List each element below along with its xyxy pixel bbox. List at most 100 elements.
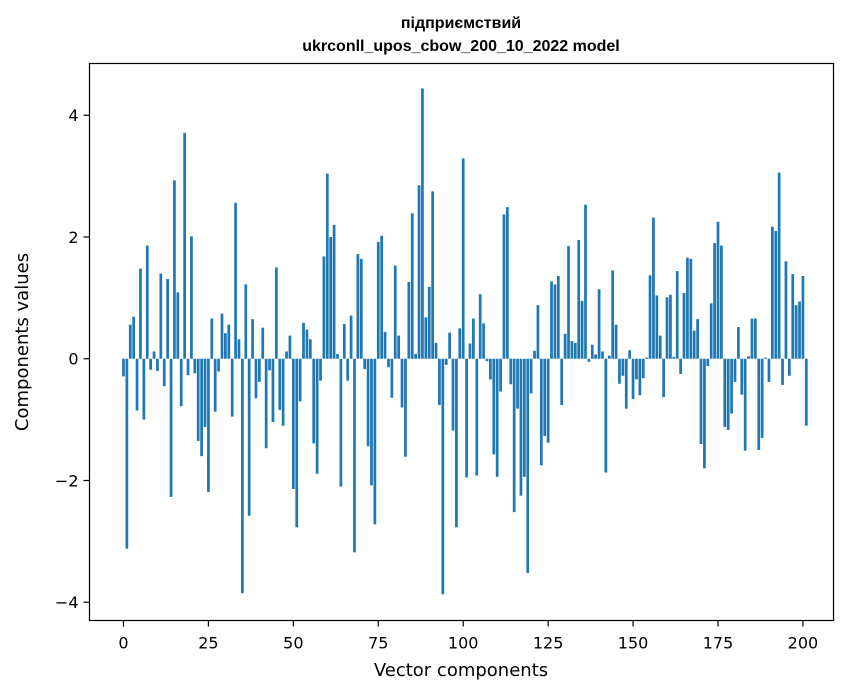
- bar-122: [536, 305, 540, 359]
- bar-198: [794, 305, 798, 359]
- bar-141: [601, 351, 604, 359]
- y-axis-ticks: −4 −2 0 2 4: [55, 106, 90, 612]
- bar-82: [400, 358, 404, 408]
- bar-62: [332, 224, 336, 359]
- bar-178: [726, 358, 730, 430]
- bar-37: [247, 358, 251, 516]
- bar-103: [472, 318, 475, 359]
- bar-169: [696, 319, 699, 359]
- bar-137: [587, 358, 591, 362]
- bar-110: [495, 358, 499, 477]
- bar-201: [804, 358, 808, 426]
- bar-185: [750, 318, 754, 359]
- bar-102: [468, 343, 472, 359]
- bar-144: [611, 270, 615, 359]
- bar-170: [699, 358, 703, 444]
- bar-57: [315, 358, 319, 474]
- bar-113: [506, 207, 509, 359]
- bar-22: [196, 358, 200, 441]
- bar-1: [125, 358, 129, 549]
- bar-171: [703, 358, 706, 469]
- bar-28: [217, 358, 220, 372]
- chart-title-line-1: підприємствий: [401, 15, 521, 32]
- y-axis-label: Components values: [12, 253, 33, 431]
- bar-164: [679, 358, 682, 374]
- bar-173: [709, 303, 713, 359]
- bar-4: [135, 358, 139, 411]
- bar-31: [227, 324, 231, 359]
- bar-176: [720, 245, 723, 359]
- bar-52: [298, 358, 302, 402]
- bar-6: [142, 358, 146, 420]
- bar-165: [682, 293, 686, 359]
- bar-61: [329, 236, 333, 359]
- bar-8: [149, 358, 153, 370]
- bar-25: [207, 358, 210, 493]
- bar-200: [801, 275, 805, 359]
- y-tick-label-0: −4: [55, 593, 79, 612]
- bar-44: [271, 358, 275, 423]
- bar-193: [777, 172, 781, 359]
- bar-97: [451, 358, 455, 431]
- bar-196: [787, 358, 791, 376]
- bar-112: [502, 214, 506, 359]
- bar-18: [183, 132, 186, 359]
- bar-126: [550, 281, 553, 359]
- bar-47: [281, 358, 285, 426]
- bar-54: [305, 329, 309, 359]
- bar-190: [767, 358, 771, 382]
- bar-147: [621, 358, 625, 376]
- y-tick-label-1: −2: [55, 471, 79, 490]
- chart-title-line-2: ukrconll_upos_cbow_200_10_2022 model: [302, 38, 619, 55]
- bar-81: [397, 335, 401, 359]
- bar-42: [264, 358, 268, 449]
- bar-197: [791, 274, 795, 359]
- bar-199: [798, 301, 801, 359]
- bar-27: [213, 358, 217, 412]
- bar-194: [781, 358, 784, 385]
- bar-120: [529, 358, 533, 394]
- bar-74: [373, 358, 377, 525]
- x-axis-ticks: 0 25 50 75 100 125 150 175 200: [118, 620, 818, 653]
- bar-35: [241, 358, 244, 594]
- bar-79: [390, 358, 394, 398]
- bar-65: [342, 324, 346, 359]
- bar-172: [706, 358, 710, 367]
- bar-90: [427, 286, 431, 359]
- bar-104: [475, 358, 479, 476]
- bar-148: [624, 358, 628, 409]
- bar-98: [455, 358, 458, 528]
- bar-99: [458, 328, 462, 359]
- bar-155: [648, 275, 652, 359]
- bar-41: [261, 327, 265, 359]
- bar-76: [380, 235, 384, 359]
- bar-11: [159, 273, 163, 359]
- bar-14: [169, 358, 173, 497]
- bar-80: [393, 265, 397, 359]
- bar-39: [254, 358, 258, 399]
- bar-181: [737, 327, 740, 359]
- bar-32: [230, 358, 234, 417]
- bar-180: [733, 358, 737, 382]
- bar-43: [268, 358, 271, 371]
- bar-115: [512, 358, 516, 513]
- bar-117: [519, 358, 523, 496]
- bar-88: [421, 88, 424, 359]
- bar-86: [414, 353, 417, 359]
- bar-34: [237, 339, 241, 359]
- bar-195: [784, 261, 788, 359]
- bar-85: [410, 213, 414, 359]
- bar-13: [166, 279, 169, 359]
- bar-119: [526, 358, 530, 574]
- bar-56: [312, 358, 316, 444]
- bar-63: [336, 353, 339, 359]
- bar-24: [203, 358, 207, 427]
- bar-163: [675, 271, 679, 359]
- bar-123: [539, 358, 543, 466]
- bar-161: [669, 294, 672, 359]
- bar-129: [560, 358, 564, 405]
- bar-151: [635, 358, 638, 380]
- bar-77: [383, 331, 387, 359]
- bar-191: [770, 226, 774, 359]
